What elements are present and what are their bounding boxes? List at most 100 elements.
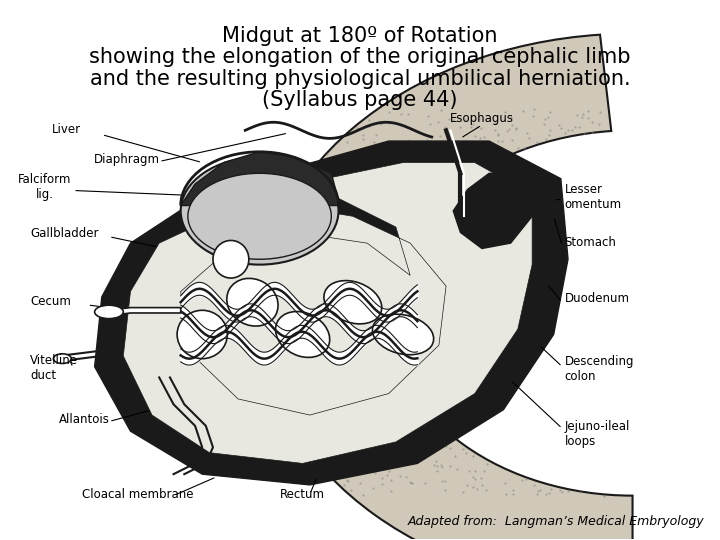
Point	[261, 347, 273, 356]
Point	[436, 106, 447, 114]
Point	[544, 131, 555, 140]
Point	[520, 475, 531, 484]
Point	[383, 107, 395, 116]
Point	[461, 481, 472, 489]
Point	[384, 451, 396, 460]
Point	[303, 419, 315, 428]
Point	[318, 218, 330, 227]
Point	[267, 322, 279, 331]
Point	[384, 467, 395, 476]
Point	[496, 147, 508, 156]
Point	[336, 342, 348, 351]
Point	[382, 327, 393, 336]
Point	[418, 188, 429, 197]
Point	[367, 484, 379, 492]
Point	[489, 126, 500, 134]
Point	[377, 474, 388, 483]
Point	[390, 441, 402, 450]
Point	[367, 217, 379, 225]
Text: Lesser
omentum: Lesser omentum	[564, 184, 621, 212]
Point	[326, 187, 338, 195]
Point	[320, 296, 331, 305]
Point	[315, 350, 327, 359]
Point	[402, 217, 413, 225]
Point	[343, 411, 355, 420]
Point	[295, 218, 307, 226]
Point	[467, 150, 479, 158]
Point	[366, 376, 377, 384]
Point	[354, 361, 365, 370]
Point	[284, 238, 296, 246]
Point	[256, 330, 268, 339]
Point	[405, 386, 416, 394]
Point	[308, 325, 320, 334]
Point	[428, 461, 439, 469]
Point	[341, 138, 352, 146]
Point	[386, 475, 397, 484]
Point	[436, 476, 448, 485]
Point	[341, 252, 352, 260]
Point	[314, 271, 325, 280]
Point	[320, 401, 332, 409]
Point	[539, 115, 551, 124]
Point	[307, 321, 318, 330]
Point	[434, 172, 446, 181]
Point	[323, 390, 335, 399]
Point	[469, 467, 480, 475]
Point	[274, 353, 285, 362]
Text: Falciform
lig.: Falciform lig.	[18, 173, 71, 201]
Point	[319, 342, 330, 350]
Point	[440, 180, 451, 189]
Point	[325, 410, 336, 418]
Point	[409, 206, 420, 214]
Point	[347, 333, 359, 341]
Point	[405, 478, 417, 487]
Point	[401, 155, 413, 164]
Point	[259, 333, 271, 341]
Point	[387, 404, 398, 413]
Point	[302, 214, 314, 223]
Point	[372, 377, 384, 386]
Point	[557, 488, 568, 497]
Point	[344, 355, 356, 364]
Point	[375, 120, 387, 129]
Point	[333, 354, 344, 362]
Point	[348, 260, 360, 268]
Point	[467, 119, 479, 128]
Point	[421, 136, 433, 144]
Point	[429, 421, 441, 429]
Point	[338, 465, 350, 474]
Point	[323, 338, 335, 347]
Point	[352, 392, 364, 401]
Point	[384, 276, 395, 285]
Point	[402, 110, 413, 119]
Point	[359, 348, 371, 356]
Point	[365, 343, 377, 352]
Point	[358, 490, 369, 499]
Point	[324, 426, 336, 435]
Text: Gallbladder: Gallbladder	[30, 227, 99, 240]
Point	[351, 230, 362, 239]
Point	[292, 355, 304, 363]
Point	[367, 373, 379, 382]
Point	[512, 144, 523, 153]
Point	[292, 232, 303, 240]
Point	[364, 116, 375, 125]
Point	[333, 341, 345, 349]
Point	[298, 366, 310, 375]
Point	[492, 137, 503, 145]
Point	[322, 225, 333, 233]
Point	[457, 488, 469, 497]
Point	[334, 279, 346, 288]
Point	[440, 477, 451, 485]
Point	[469, 475, 480, 483]
Point	[433, 442, 444, 451]
Point	[495, 150, 507, 158]
Point	[492, 130, 504, 139]
Point	[381, 155, 392, 164]
Point	[345, 160, 356, 168]
Point	[570, 123, 581, 131]
Point	[389, 189, 400, 198]
Point	[412, 434, 423, 442]
Point	[405, 192, 417, 201]
